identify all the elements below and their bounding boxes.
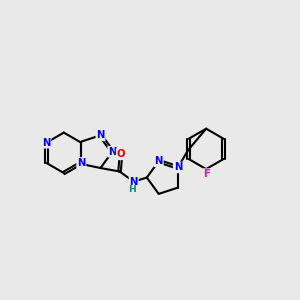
Text: H: H [128, 185, 136, 194]
Text: N: N [108, 147, 117, 157]
Text: F: F [203, 169, 209, 179]
Text: O: O [117, 149, 125, 159]
Text: N: N [130, 177, 138, 187]
Text: N: N [96, 130, 105, 140]
Text: N: N [77, 158, 86, 168]
Text: N: N [154, 156, 163, 166]
Text: N: N [174, 163, 182, 172]
Text: N: N [42, 138, 50, 148]
